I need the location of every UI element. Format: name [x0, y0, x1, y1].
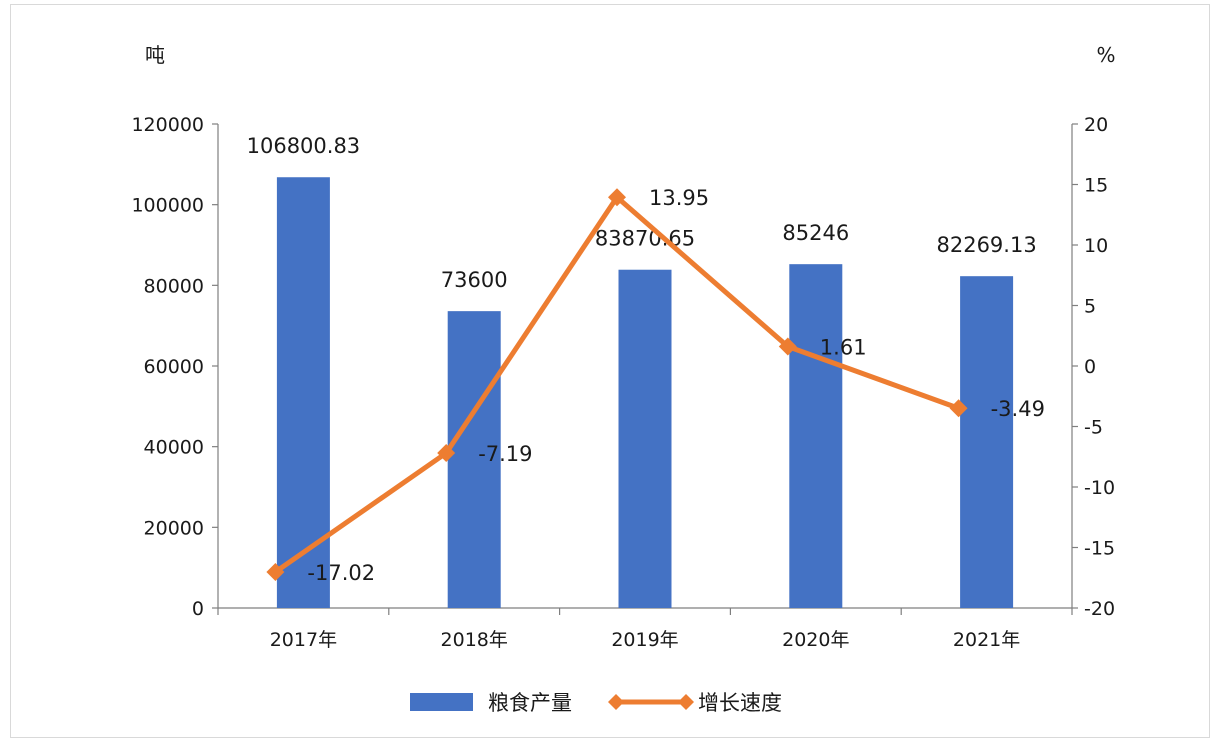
bar: [447, 311, 501, 608]
line-point: [437, 443, 456, 462]
line-point: [778, 337, 797, 356]
legend-line-marker: [608, 694, 624, 710]
legend-bar-swatch: [410, 693, 473, 711]
legend-line-marker: [678, 694, 694, 710]
x-tick-label: 2017年: [270, 629, 337, 651]
right-tick-label: -5: [1084, 417, 1103, 439]
legend-bar-label: 粮食产量: [488, 691, 572, 715]
left-axis-unit: 吨: [145, 43, 165, 67]
x-tick-label: 2020年: [782, 629, 849, 651]
line-data-label: 1.61: [820, 336, 867, 360]
bar-data-label: 106800.83: [247, 134, 361, 158]
bar: [960, 276, 1014, 608]
left-tick-label: 40000: [144, 437, 204, 459]
line-data-label: 13.95: [649, 186, 709, 210]
bar: [789, 264, 843, 608]
line-point: [949, 399, 968, 418]
right-tick-label: -20: [1084, 598, 1115, 620]
right-tick-label: 10: [1084, 235, 1108, 257]
legend: 粮食产量 增长速度: [410, 691, 782, 715]
left-tick-label: 80000: [144, 275, 204, 297]
line-point: [608, 188, 626, 207]
bar-series: 106800.83 73600 83870.65 85246 82269.13: [247, 134, 1037, 609]
left-tick-label: 120000: [131, 114, 204, 136]
bar-data-label: 83870.65: [595, 227, 695, 251]
x-tick-label: 2021年: [953, 629, 1020, 651]
right-axis-unit: %: [1096, 43, 1115, 67]
right-tick-label: 5: [1084, 296, 1096, 318]
line-data-label: -7.19: [478, 442, 532, 466]
line-point: [266, 562, 285, 581]
right-tick-label: 15: [1084, 175, 1108, 197]
left-tick-label: 0: [192, 598, 204, 620]
left-tick-label: 60000: [144, 356, 204, 378]
axes: 0 20000 40000 60000 80000 100000 120000 -20 -15 -…: [131, 114, 1115, 651]
left-tick-label: 100000: [131, 195, 204, 217]
legend-line-label: 增长速度: [698, 691, 782, 715]
line-data-label: -17.02: [307, 561, 375, 585]
x-tick-label: 2019年: [611, 629, 678, 651]
line-series: -17.02 -7.19 13.95 1.61 -3.49: [266, 186, 1045, 585]
bar-data-label: 85246: [782, 221, 849, 245]
right-tick-label: 0: [1084, 356, 1096, 378]
right-tick-label: -15: [1084, 538, 1115, 560]
bar-data-label: 82269.13: [936, 233, 1036, 257]
bar-data-label: 73600: [441, 268, 508, 292]
line-data-label: -3.49: [991, 397, 1045, 421]
line-path: [272, 194, 962, 575]
bar: [276, 177, 330, 609]
right-tick-label: -10: [1084, 477, 1115, 499]
right-tick-label: 20: [1084, 114, 1108, 136]
left-tick-label: 20000: [144, 517, 204, 539]
bar: [618, 269, 672, 608]
x-tick-label: 2018年: [441, 629, 508, 651]
